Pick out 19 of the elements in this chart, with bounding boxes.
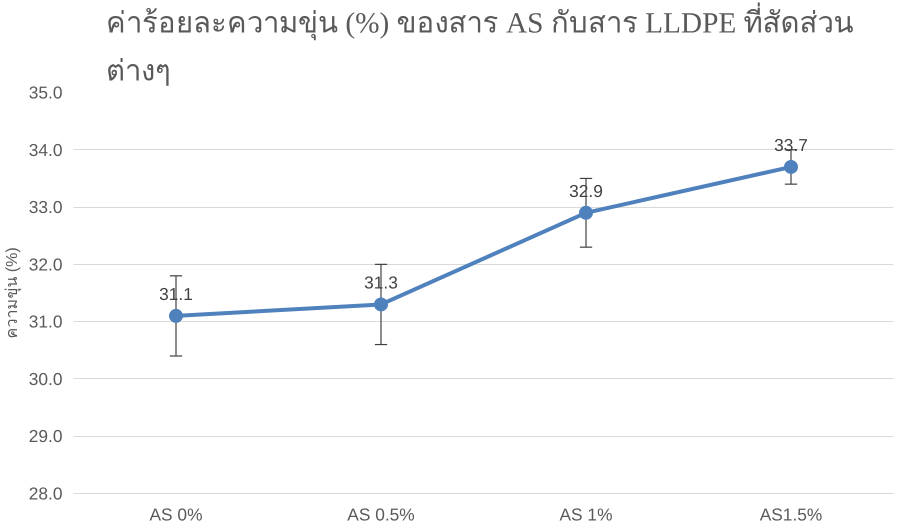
y-tick-label: 28.0	[28, 484, 63, 504]
y-axis-title: ความขุ่น (%)	[4, 247, 22, 339]
x-tick-label: AS 0%	[150, 504, 202, 524]
point	[374, 297, 388, 312]
data-label: 33.7	[774, 134, 808, 155]
point	[579, 206, 593, 220]
y-tick-label: 33.0	[28, 197, 63, 218]
y-tick-label: 29.0	[28, 426, 63, 446]
y-tick-label: 35.0	[28, 82, 63, 102]
x-tick-label: AS 0.5%	[347, 504, 415, 524]
y-tick-label: 32.0	[28, 254, 63, 274]
y-tick-label: 30.0	[28, 368, 63, 389]
x-tick-label: AS 1%	[560, 504, 612, 524]
point	[169, 308, 183, 323]
y-tick-label: 34.0	[28, 140, 63, 160]
point	[784, 160, 798, 174]
chart-title: ค่าร้อยละความขุ่น (%) ของสาร AS กับสาร LLDPE ที่สัดส่วน ต่างๆ	[106, 2, 854, 88]
x-tick-label: AS1.5%	[760, 504, 822, 524]
y-tick-label: 31.0	[28, 312, 63, 332]
